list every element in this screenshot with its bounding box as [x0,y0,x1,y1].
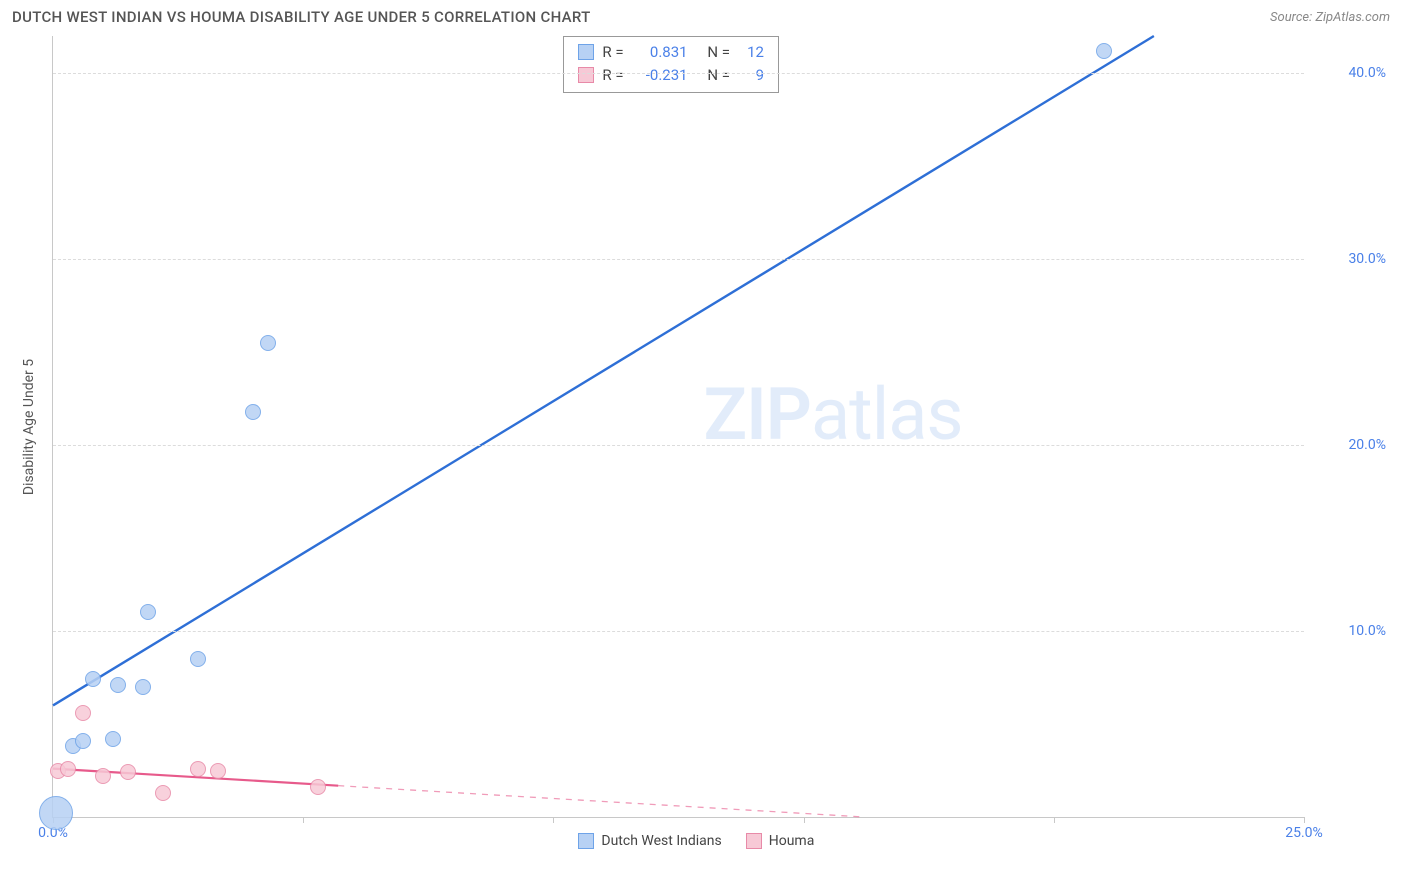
n-value-0: 12 [738,41,764,64]
r-label: R = [602,41,623,64]
scatter-point [60,761,76,777]
legend-label-0: Dutch West Indians [601,833,721,849]
y-tick-label: 10.0% [1316,623,1386,639]
scatter-point [210,763,226,779]
scatter-point [260,335,276,351]
gridline-h [53,445,1304,446]
x-tick-mark [1304,817,1305,823]
chart-container: ZIPatlas Disability Age Under 5 R = 0.83… [12,30,1394,868]
scatter-point [120,764,136,780]
gridline-h [53,73,1304,74]
y-tick-label: 30.0% [1316,251,1386,267]
source-prefix: Source: [1270,10,1315,25]
legend: Dutch West Indians Houma [578,833,814,849]
chart-title: DUTCH WEST INDIAN VS HOUMA DISABILITY AG… [12,8,591,26]
scatter-point [39,796,73,830]
legend-swatch-1 [746,833,762,849]
scatter-point [105,731,121,747]
source-attribution: Source: ZipAtlas.com [1270,10,1390,25]
r-value-1: -0.231 [632,64,688,87]
scatter-point [75,705,91,721]
x-tick-mark [1054,817,1055,823]
scatter-point [155,785,171,801]
plot-area: ZIPatlas Disability Age Under 5 R = 0.83… [52,36,1304,818]
scatter-point [75,733,91,749]
x-tick-mark [804,817,805,823]
swatch-series-0 [578,44,594,60]
scatter-point [85,671,101,687]
n-label: N = [707,64,730,87]
scatter-point [135,679,151,695]
legend-item-0: Dutch West Indians [578,833,721,849]
stats-row-series-1: R = -0.231 N = 9 [578,64,764,87]
swatch-series-1 [578,67,594,83]
chart-svg [53,36,1304,817]
watermark: ZIPatlas [704,372,963,457]
scatter-point [190,761,206,777]
scatter-point [245,404,261,420]
scatter-point [95,768,111,784]
scatter-point [140,604,156,620]
n-value-1: 9 [738,64,764,87]
r-label: R = [602,64,623,87]
watermark-zip: ZIP [704,372,811,457]
gridline-h [53,259,1304,260]
watermark-atlas: atlas [811,372,963,457]
y-tick-label: 40.0% [1316,65,1386,81]
x-tick-label: 25.0% [1285,825,1323,841]
stats-row-series-0: R = 0.831 N = 12 [578,41,764,64]
x-tick-mark [553,817,554,823]
y-tick-label: 20.0% [1316,437,1386,453]
x-tick-mark [303,817,304,823]
legend-label-1: Houma [769,833,815,849]
scatter-point [310,779,326,795]
gridline-h [53,631,1304,632]
source-name: ZipAtlas.com [1315,10,1390,25]
chart-header: DUTCH WEST INDIAN VS HOUMA DISABILITY AG… [0,0,1406,30]
y-axis-label: Disability Age Under 5 [21,358,37,494]
n-label: N = [707,41,730,64]
stats-box: R = 0.831 N = 12 R = -0.231 N = 9 [563,36,779,93]
legend-swatch-0 [578,833,594,849]
scatter-point [190,651,206,667]
scatter-point [110,677,126,693]
legend-item-1: Houma [746,833,815,849]
scatter-point [1096,43,1112,59]
r-value-0: 0.831 [632,41,688,64]
